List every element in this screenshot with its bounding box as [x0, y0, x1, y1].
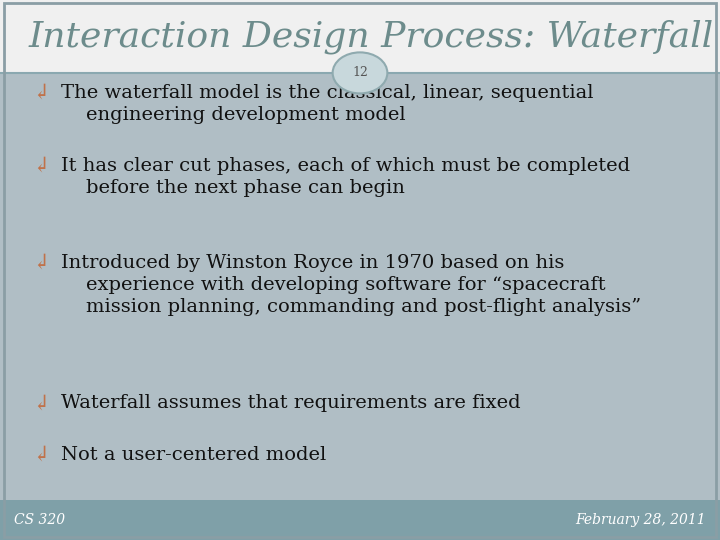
FancyBboxPatch shape: [0, 500, 720, 540]
Text: The waterfall model is the classical, linear, sequential
    engineering develop: The waterfall model is the classical, li…: [61, 84, 594, 124]
Text: CS 320: CS 320: [14, 513, 66, 526]
Text: ↲: ↲: [32, 394, 50, 413]
Text: ↲: ↲: [32, 254, 50, 273]
FancyBboxPatch shape: [0, 0, 720, 73]
Circle shape: [333, 52, 387, 93]
Text: 12: 12: [352, 66, 368, 79]
Text: It has clear cut phases, each of which must be completed
    before the next pha: It has clear cut phases, each of which m…: [61, 157, 630, 197]
Text: ↲: ↲: [32, 446, 50, 464]
Text: Not a user-centered model: Not a user-centered model: [61, 446, 326, 463]
Text: ↲: ↲: [32, 84, 50, 103]
Text: February 28, 2011: February 28, 2011: [575, 513, 706, 526]
Text: Interaction Design Process: Waterfall Model: Interaction Design Process: Waterfall Mo…: [29, 19, 720, 53]
Text: Waterfall assumes that requirements are fixed: Waterfall assumes that requirements are …: [61, 394, 521, 412]
Text: Introduced by Winston Royce in 1970 based on his
    experience with developing : Introduced by Winston Royce in 1970 base…: [61, 254, 642, 316]
Text: ↲: ↲: [32, 157, 50, 176]
